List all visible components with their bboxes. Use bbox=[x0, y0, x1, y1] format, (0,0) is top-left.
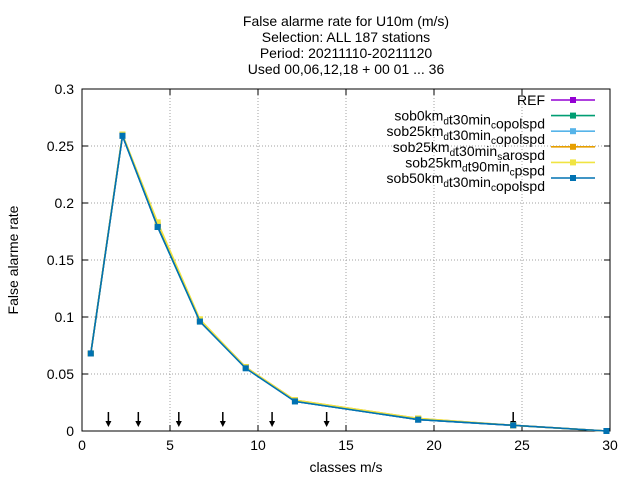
x-tick-label: 15 bbox=[338, 437, 354, 453]
data-point bbox=[242, 365, 249, 372]
legend-item: sob50kmdt30mincopolspd bbox=[387, 170, 595, 194]
y-tick-label: 0.25 bbox=[47, 138, 74, 154]
x-tick-label: 30 bbox=[602, 437, 618, 453]
chart-title: False alarme rate for U10m (m/s)Selectio… bbox=[243, 13, 449, 77]
title-line: Selection: ALL 187 stations bbox=[262, 29, 430, 45]
y-tick-label: 0.2 bbox=[55, 195, 75, 211]
x-tick-label: 20 bbox=[426, 437, 442, 453]
series bbox=[87, 131, 610, 434]
x-tick-label: 25 bbox=[514, 437, 530, 453]
legend-label: REF bbox=[517, 92, 545, 108]
y-tick-label: 0.3 bbox=[55, 81, 75, 97]
y-tick-label: 0.05 bbox=[47, 366, 74, 382]
legend-swatch-point bbox=[570, 97, 576, 103]
data-point bbox=[196, 318, 203, 325]
class-boundary-arrow bbox=[105, 412, 112, 427]
legend-swatch-point bbox=[570, 128, 576, 135]
title-line: False alarme rate for U10m (m/s) bbox=[243, 13, 449, 29]
legend-label: sob25kmdt30mincopolspd bbox=[387, 123, 545, 147]
y-tick-label: 0 bbox=[66, 423, 74, 439]
data-point bbox=[291, 398, 298, 405]
x-axis-label: classes m/s bbox=[309, 459, 382, 475]
class-boundary-arrow bbox=[175, 412, 182, 427]
y-tick-label: 0.15 bbox=[47, 252, 74, 268]
legend-label: sob25kmdt90mincpspd bbox=[405, 154, 545, 178]
grid bbox=[82, 89, 610, 431]
y-tick-label: 0.1 bbox=[55, 309, 75, 325]
legend-label: sob0kmdt30mincopolspd bbox=[394, 108, 545, 132]
legend-item: REF bbox=[517, 92, 595, 108]
x-tick-label: 10 bbox=[250, 437, 266, 453]
x-tick-label: 5 bbox=[166, 437, 174, 453]
series-5 bbox=[87, 132, 610, 434]
class-boundary-arrow bbox=[269, 412, 276, 427]
x-tick-label: 0 bbox=[78, 437, 86, 453]
class-markers bbox=[105, 412, 517, 427]
legend-item: sob25kmdt30mincopolspd bbox=[387, 123, 595, 147]
data-point bbox=[415, 416, 422, 423]
class-boundary-arrow bbox=[323, 412, 330, 427]
legend-swatch-point bbox=[570, 175, 576, 181]
data-point bbox=[603, 428, 610, 434]
class-boundary-arrow bbox=[219, 412, 226, 427]
x-axis-ticks: 0 5 10 15 20 25 30 bbox=[78, 89, 618, 453]
legend-label: sob50kmdt30mincopolspd bbox=[387, 170, 545, 194]
legend-item: sob0kmdt30mincopolspd bbox=[394, 108, 595, 132]
legend-item: sob25kmdt90mincpspd bbox=[405, 154, 595, 178]
legend-swatch-point bbox=[570, 159, 576, 166]
title-line: Period: 20211110-20211120 bbox=[260, 45, 433, 61]
legend-swatch-point bbox=[570, 112, 576, 119]
data-point bbox=[510, 422, 517, 429]
y-axis-ticks: 0 0.05 0.1 0.15 0.2 0.25 0.3 bbox=[47, 81, 610, 439]
legend-swatch-point bbox=[570, 143, 576, 150]
data-point bbox=[87, 350, 94, 357]
data-point bbox=[154, 223, 161, 230]
y-axis-label: False alarme rate bbox=[5, 205, 21, 314]
data-point bbox=[119, 132, 126, 139]
class-boundary-arrow bbox=[135, 412, 142, 427]
legend-label: sob25kmdt30minsarospd bbox=[393, 139, 545, 163]
title-line: Used 00,06,12,18 + 00 01 ... 36 bbox=[248, 61, 445, 77]
data-point bbox=[154, 219, 161, 226]
legend: REFsob0kmdt30mincopolspdsob25kmdt30minco… bbox=[387, 92, 595, 194]
legend-item: sob25kmdt30minsarospd bbox=[393, 139, 595, 163]
